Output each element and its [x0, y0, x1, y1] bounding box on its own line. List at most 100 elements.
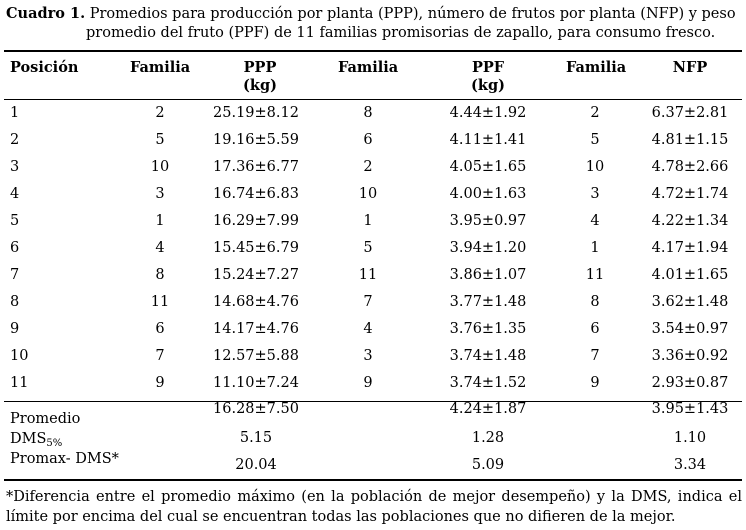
- caption-text-line2: promedio del fruto (PPF) de 11 familias …: [86, 25, 716, 41]
- dms-nfp: 1.10: [673, 430, 707, 446]
- promedio-ppp: 16.28±7.50: [213, 401, 299, 417]
- cell-pos: 5: [10, 213, 20, 229]
- table-footnote: *Diferencia entre el promedio máximo (en…: [6, 489, 742, 525]
- caption-label: Cuadro 1.: [6, 5, 86, 22]
- promedio-ppf: 4.24±1.87: [449, 401, 527, 417]
- table-caption: Cuadro 1. Promedios para producción por …: [6, 4, 738, 43]
- promax-nfp: 3.34: [673, 457, 707, 473]
- cell-familia-3: 10: [585, 159, 605, 175]
- cell-pos: 10: [10, 348, 29, 364]
- cell-familia-3: 3: [590, 186, 600, 202]
- cell-familia-2: 9: [363, 375, 373, 391]
- cell-nfp: 6.37±2.81: [651, 105, 729, 121]
- cell-familia-3: 1: [590, 240, 600, 256]
- cell-familia-3: 6: [590, 321, 600, 337]
- cell-ppf: 3.76±1.35: [449, 321, 527, 337]
- cell-nfp: 4.72±1.74: [651, 186, 729, 202]
- dms-label-sub: 5%: [46, 438, 63, 449]
- promedio-nfp: 3.95±1.43: [651, 401, 729, 417]
- cell-ppp: 15.45±6.79: [213, 240, 299, 256]
- cell-nfp: 4.17±1.94: [651, 240, 729, 256]
- cell-ppf: 3.94±1.20: [449, 240, 527, 256]
- cell-familia-3: 9: [590, 375, 600, 391]
- dms-label-text: DMS: [10, 431, 47, 447]
- cell-familia-2: 11: [358, 267, 378, 283]
- cell-pos: 11: [10, 375, 29, 391]
- cell-familia-3: 8: [590, 294, 600, 310]
- cell-ppp: 14.68±4.76: [213, 294, 299, 310]
- cell-ppp: 14.17±4.76: [213, 321, 299, 337]
- header-ppp-unit: (kg): [243, 77, 277, 94]
- cell-familia-2: 3: [363, 348, 373, 364]
- cell-familia-2: 8: [363, 105, 373, 121]
- cell-pos: 6: [10, 240, 20, 256]
- cell-nfp: 4.78±2.66: [651, 159, 729, 175]
- dms-ppf: 1.28: [471, 430, 505, 446]
- cell-nfp: 4.01±1.65: [651, 267, 729, 283]
- cell-ppf: 4.44±1.92: [449, 105, 527, 121]
- header-posicion: Posición: [10, 59, 79, 76]
- cell-familia-3: 4: [590, 213, 600, 229]
- cell-familia-2: 6: [363, 132, 373, 148]
- promax-ppf: 5.09: [471, 457, 505, 473]
- cell-ppp: 25.19±8.12: [213, 105, 299, 121]
- cell-ppf: 3.77±1.48: [449, 294, 527, 310]
- header-nfp: NFP: [672, 59, 708, 76]
- cell-ppp: 16.29±7.99: [213, 213, 299, 229]
- cell-familia-1: 3: [155, 186, 165, 202]
- cell-ppp: 12.57±5.88: [213, 348, 299, 364]
- header-ppp: PPP: [243, 59, 277, 76]
- cell-ppf: 3.86±1.07: [449, 267, 527, 283]
- bottom-rule: [4, 479, 742, 481]
- promedio-label: Promedio: [10, 411, 81, 427]
- cell-familia-1: 8: [155, 267, 165, 283]
- cell-nfp: 4.22±1.34: [651, 213, 729, 229]
- cell-familia-3: 11: [585, 267, 605, 283]
- cell-familia-3: 2: [590, 105, 600, 121]
- top-rule: [4, 50, 742, 52]
- cell-ppp: 16.74±6.83: [213, 186, 299, 202]
- header-ppf-unit: (kg): [471, 77, 505, 94]
- cell-familia-2: 7: [363, 294, 373, 310]
- cell-familia-1: 6: [155, 321, 165, 337]
- cell-familia-1: 5: [155, 132, 165, 148]
- header-familia-2: Familia: [338, 59, 399, 76]
- cell-pos: 2: [10, 132, 20, 148]
- cell-ppp: 11.10±7.24: [213, 375, 299, 391]
- body-rule: [4, 401, 742, 402]
- caption-text-line1: Promedios para producción por planta (PP…: [89, 6, 736, 22]
- dms-label: DMS5%: [10, 431, 62, 452]
- promax-label: Promax- DMS*: [10, 451, 119, 467]
- cell-familia-1: 1: [155, 213, 165, 229]
- cell-ppf: 3.95±0.97: [449, 213, 527, 229]
- header-familia-1: Familia: [130, 59, 191, 76]
- cell-pos: 4: [10, 186, 20, 202]
- cell-familia-2: 4: [363, 321, 373, 337]
- cell-ppf: 3.74±1.52: [449, 375, 527, 391]
- cell-familia-1: 2: [155, 105, 165, 121]
- cell-pos: 3: [10, 159, 20, 175]
- cell-familia-2: 10: [358, 186, 378, 202]
- cell-familia-2: 5: [363, 240, 373, 256]
- cell-pos: 8: [10, 294, 20, 310]
- cell-pos: 1: [10, 105, 20, 121]
- cell-familia-2: 2: [363, 159, 373, 175]
- header-familia-3: Familia: [566, 59, 627, 76]
- cell-familia-1: 7: [155, 348, 165, 364]
- header-ppf: PPF: [471, 59, 505, 76]
- cell-familia-3: 5: [590, 132, 600, 148]
- dms-ppp: 5.15: [239, 430, 273, 446]
- cell-nfp: 3.62±1.48: [651, 294, 729, 310]
- cell-ppf: 4.00±1.63: [449, 186, 527, 202]
- cell-nfp: 2.93±0.87: [651, 375, 729, 391]
- cell-pos: 7: [10, 267, 20, 283]
- cell-ppf: 3.74±1.48: [449, 348, 527, 364]
- cell-familia-1: 9: [155, 375, 165, 391]
- cell-nfp: 3.54±0.97: [651, 321, 729, 337]
- cell-familia-1: 4: [155, 240, 165, 256]
- cell-ppp: 15.24±7.27: [213, 267, 299, 283]
- header-rule: [4, 99, 742, 100]
- cell-familia-2: 1: [363, 213, 373, 229]
- cell-pos: 9: [10, 321, 20, 337]
- cell-familia-1: 10: [150, 159, 170, 175]
